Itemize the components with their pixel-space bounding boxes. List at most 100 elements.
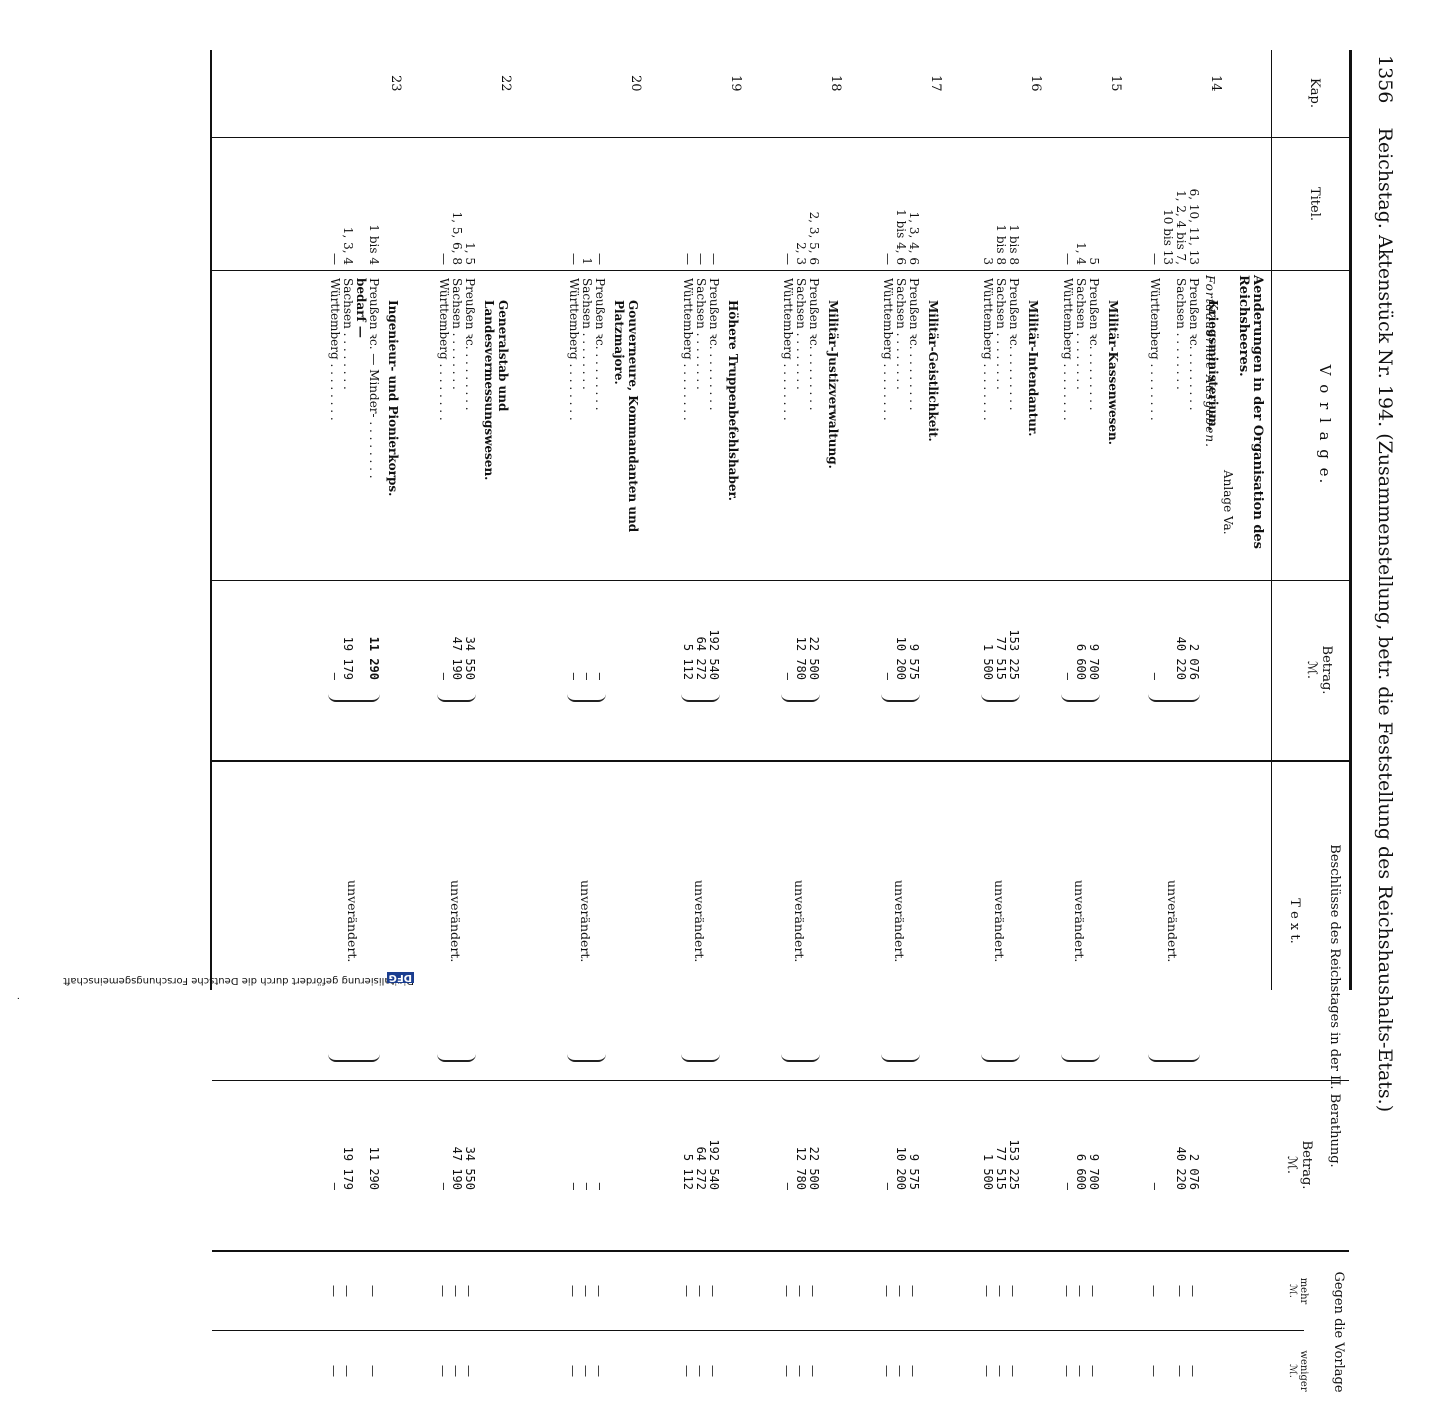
- col-divider-6: [212, 1250, 1349, 1252]
- group-brace: [1148, 690, 1200, 702]
- col-divider-2: [212, 270, 1349, 271]
- betrag2-value: —: [1148, 1182, 1162, 1190]
- weniger-value: —: [906, 1365, 920, 1377]
- group-brace: [781, 690, 820, 702]
- mark-label: ℳ.: [1304, 660, 1319, 680]
- betrag-value: —: [1061, 672, 1075, 680]
- intro-anlage: Anlage Va.: [1221, 470, 1235, 535]
- mehr-value: —: [592, 1285, 606, 1297]
- group-brace: [881, 690, 920, 702]
- titel-cell: —: [328, 253, 342, 265]
- bottom-rule: [210, 50, 212, 990]
- weniger-value: —: [366, 1365, 380, 1377]
- betrag2-value: —: [1061, 1182, 1075, 1190]
- text-value: unverändert.: [892, 880, 907, 963]
- weniger-value: —: [993, 1365, 1007, 1377]
- section-heading: Militär-Geistlichkeit.: [926, 300, 940, 442]
- betrag2-value: —: [781, 1182, 795, 1190]
- titel-cell: —: [681, 253, 695, 265]
- col-divider-7: [212, 1330, 1304, 1331]
- col-divider-4: [212, 760, 1349, 762]
- kap-number: 16: [1028, 75, 1043, 92]
- group-brace: [981, 1050, 1020, 1062]
- kap-number: 17: [928, 75, 943, 92]
- betrag-value: —: [881, 672, 895, 680]
- betrag-value: 2 076: [1187, 643, 1201, 680]
- titel-cell: 1, 3, 4: [341, 226, 355, 265]
- group-brace: [567, 690, 606, 702]
- mehr-value: —: [993, 1285, 1007, 1297]
- section-heading: Militär-Kassenwesen.: [1106, 300, 1120, 445]
- text-value: unverändert.: [448, 880, 463, 963]
- titel-cell: 1 bis 8: [994, 224, 1008, 265]
- group-brace: [437, 690, 476, 702]
- betrag2-value: 19 179: [341, 1146, 355, 1190]
- item-label: Württemberg . . . . . . . .: [681, 278, 694, 421]
- weniger-value: —: [1173, 1365, 1187, 1377]
- group-brace: [881, 1050, 920, 1062]
- group-brace: [328, 690, 380, 702]
- item-label: Sachsen . . . . . . . .: [994, 278, 1007, 390]
- betrag-value: —: [567, 672, 581, 680]
- betrag-value: 77 515: [994, 636, 1008, 680]
- titel-cell: —: [881, 253, 895, 265]
- titel-cell: 6, 10, 11, 13: [1187, 188, 1201, 265]
- betrag-value: —: [781, 672, 795, 680]
- titel-cell: —: [707, 253, 721, 265]
- weniger-value: —: [462, 1365, 476, 1377]
- titel-cell: 1 bis 4: [367, 224, 381, 265]
- rotated-page: 1356 Reichstag. Aktenstück Nr. 194. (Zus…: [210, 50, 1396, 1393]
- weniger-value: —: [880, 1365, 894, 1377]
- weniger-value: —: [1006, 1365, 1020, 1377]
- weniger-value: —: [327, 1365, 341, 1377]
- titel-cell: 1 bis 8: [1007, 224, 1021, 265]
- text-value: unverändert.: [345, 880, 361, 963]
- section-heading: Ingenieur- und Pionierkorps.: [386, 300, 400, 497]
- mehr-value: —: [1060, 1285, 1074, 1297]
- titel-cell: 5: [1087, 257, 1101, 265]
- mehr-label: mehr: [1298, 1277, 1309, 1305]
- weniger-mark: ℳ.: [1287, 1364, 1298, 1378]
- section-heading: Militär-Intendantur.: [1026, 300, 1040, 437]
- item-label: Preußen ꝛc. . . . . . . . .: [463, 278, 476, 411]
- mehr-value: —: [793, 1285, 807, 1297]
- betrag2-value: —: [567, 1182, 581, 1190]
- titel-cell: 2, 3, 5, 6: [807, 211, 821, 265]
- mehr-value: —: [566, 1285, 580, 1297]
- beschluesse-label: Beschlüsse des Reichstages in der II. Be…: [1327, 844, 1342, 1168]
- item-label: Sachsen . . . . . . . .: [894, 278, 907, 390]
- betrag-value: —: [593, 672, 607, 680]
- col-betrag-beschluss: Betrag. ℳ.: [1284, 1080, 1314, 1250]
- betrag2-value: 64 272: [694, 1146, 708, 1190]
- betrag-value: 9 700: [1087, 643, 1101, 680]
- text-value: unverändert.: [792, 880, 807, 963]
- titel-cell: —: [1061, 253, 1075, 265]
- weniger-value: —: [806, 1365, 820, 1377]
- mehr-value: —: [680, 1285, 694, 1297]
- col-mehr: mehr ℳ.: [1287, 1252, 1309, 1330]
- mehr-value: —: [1073, 1285, 1087, 1297]
- betrag2-value: 9 575: [907, 1153, 921, 1190]
- item-label: Preußen ꝛc. . . . . . . . .: [1087, 278, 1100, 411]
- betrag-value: 1 500: [981, 643, 995, 680]
- weniger-value: —: [1086, 1365, 1100, 1377]
- betrag2-value: 47 190: [450, 1146, 464, 1190]
- text-value: unverändert.: [578, 880, 593, 963]
- titel-cell: —: [694, 253, 708, 265]
- group-brace: [681, 690, 720, 702]
- titel-cell: 2, 3: [794, 242, 808, 265]
- item-label: Sachsen . . . . . . . .: [1174, 278, 1187, 390]
- betrag-value: 40 220: [1174, 636, 1188, 680]
- section-heading: Militär-Justizverwaltung.: [826, 300, 840, 469]
- betrag2-value: 1 500: [981, 1153, 995, 1190]
- item-label: Preußen ꝛc. . . . . . . . .: [1007, 278, 1020, 411]
- betrag2-value: 12 780: [794, 1146, 808, 1190]
- betrag2-label: Betrag.: [1299, 1140, 1314, 1190]
- mehr-value: —: [906, 1285, 920, 1297]
- betrag-value: 47 190: [450, 636, 464, 680]
- item-label: Preußen ꝛc. . . . . . . . .: [807, 278, 820, 411]
- kap-number: 19: [728, 75, 743, 92]
- mehr-value: —: [579, 1285, 593, 1297]
- betrag2-value: 5 112: [681, 1153, 695, 1190]
- betrag2-value: 77 515: [994, 1146, 1008, 1190]
